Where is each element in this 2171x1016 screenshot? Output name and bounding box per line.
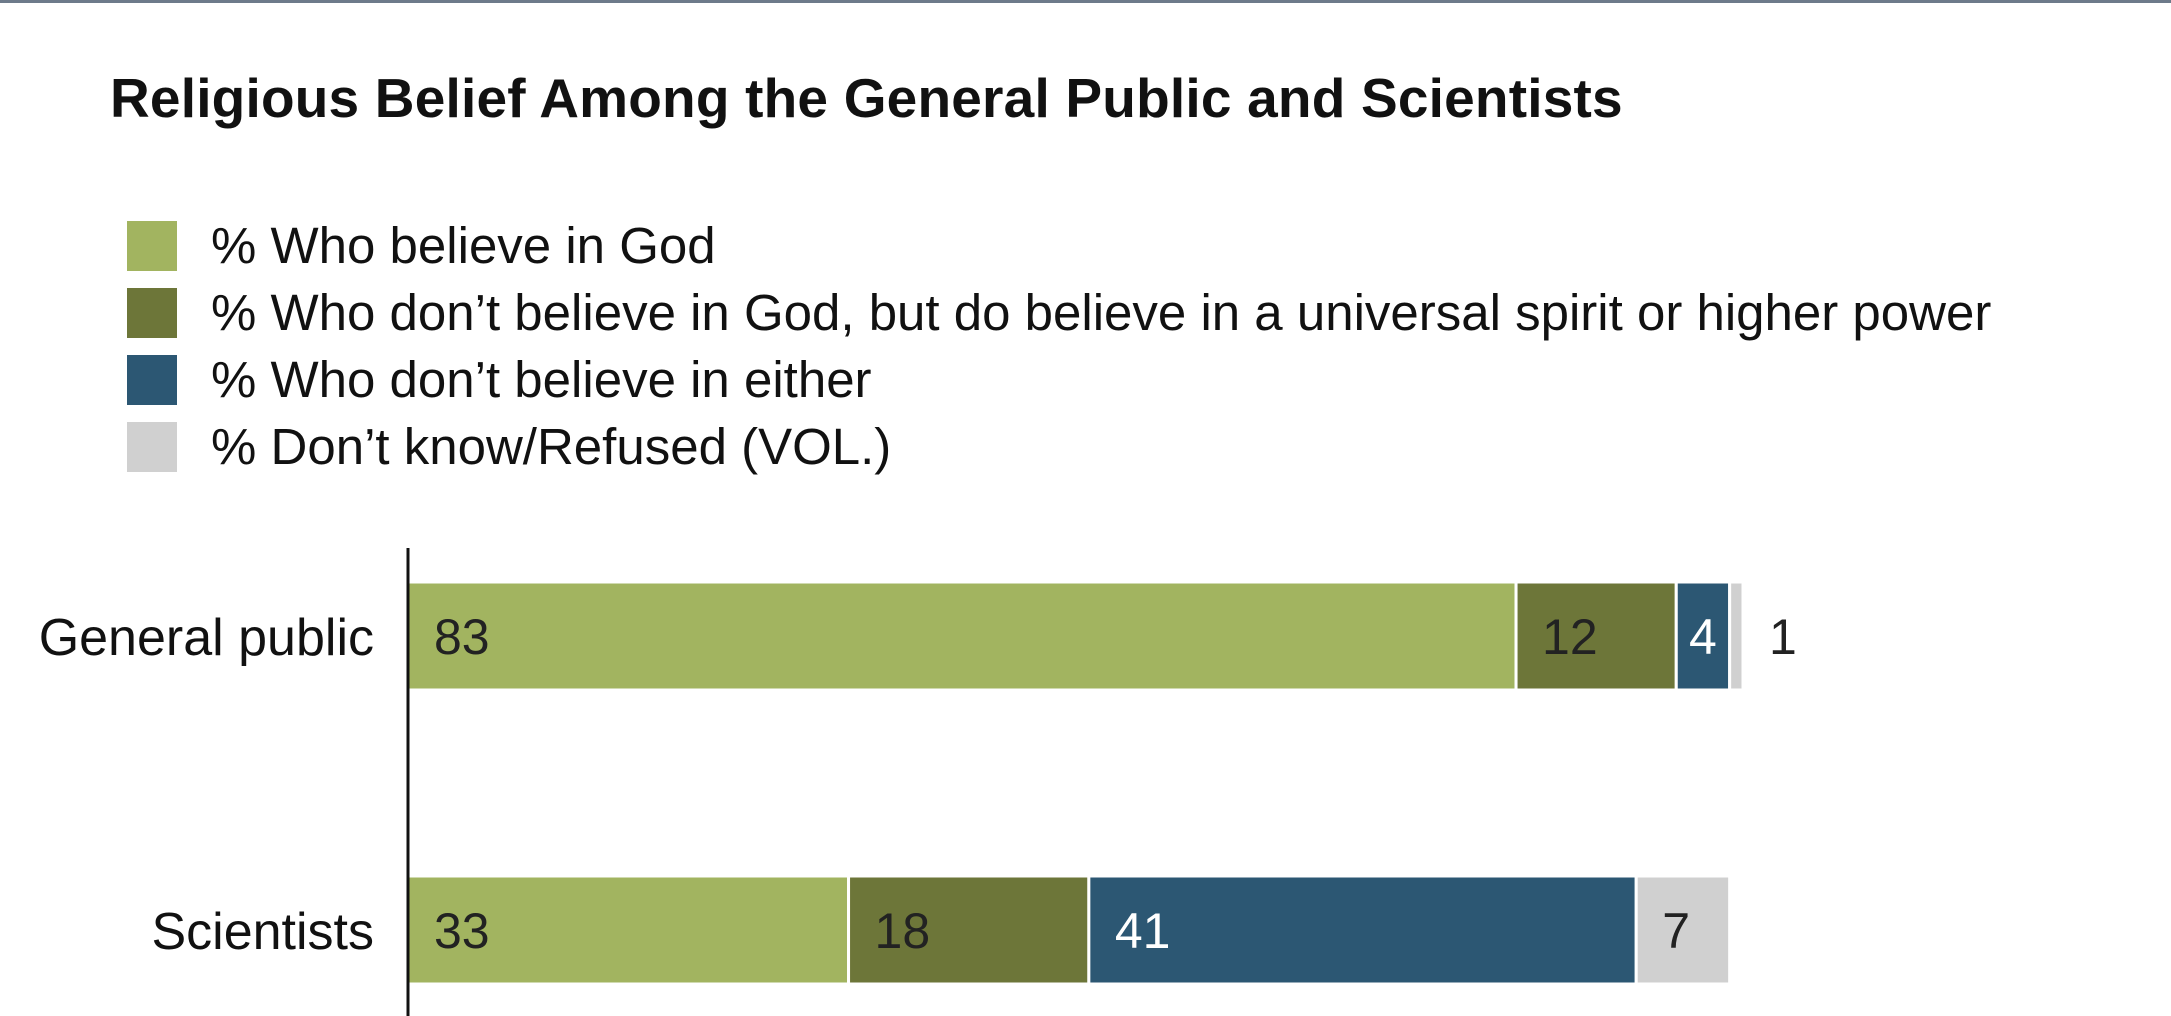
legend-swatch-higher-power bbox=[127, 287, 177, 338]
chart-title: Religious Belief Among the General Publi… bbox=[110, 67, 1623, 129]
legend-label-higher-power: % Who don’t believe in God, but do belie… bbox=[211, 284, 1992, 341]
category-label-scientists: Scientists bbox=[151, 903, 374, 961]
bar-scientists-dont-know bbox=[1634, 874, 1732, 986]
bar-scientists-neither bbox=[1087, 874, 1638, 986]
legend-item-higher-power: % Who don’t believe in God, but do belie… bbox=[127, 279, 1991, 346]
legend-item-dont-know: % Don’t know/Refused (VOL.) bbox=[127, 413, 1991, 480]
data-label-general-public-higher-power: 12 bbox=[1542, 609, 1598, 665]
legend-swatch-dont-know bbox=[127, 421, 177, 472]
data-label-scientists-dont-know: 7 bbox=[1662, 903, 1690, 959]
stacked-bar-chart: General public 83 12 4 1 Scientists 33 18 41 7 bbox=[39, 548, 1797, 1016]
data-label-general-public-believe-god: 83 bbox=[434, 609, 490, 665]
data-label-general-public-dont-know: 1 bbox=[1769, 609, 1797, 665]
legend-label-dont-know: % Don’t know/Refused (VOL.) bbox=[211, 418, 892, 475]
category-label-general-public: General public bbox=[39, 609, 374, 667]
bar-general-public-dont-know bbox=[1728, 580, 1745, 692]
top-rule bbox=[0, 0, 2171, 3]
bar-scientists-believe-god bbox=[406, 874, 851, 986]
legend-label-neither: % Who don’t believe in either bbox=[211, 351, 872, 408]
data-label-scientists-neither: 41 bbox=[1115, 903, 1171, 959]
bar-general-public-neither bbox=[1674, 580, 1732, 692]
legend-swatch-neither bbox=[127, 354, 177, 405]
legend-item-believe-god: % Who believe in God bbox=[127, 212, 1991, 279]
legend-item-neither: % Who don’t believe in either bbox=[127, 346, 1991, 413]
data-label-scientists-higher-power: 18 bbox=[875, 903, 931, 959]
data-label-scientists-believe-god: 33 bbox=[434, 903, 490, 959]
data-label-general-public-neither: 4 bbox=[1689, 609, 1717, 665]
legend: % Who believe in God % Who don’t believe… bbox=[127, 212, 1991, 480]
legend-swatch-believe-god bbox=[127, 220, 177, 271]
bar-general-public-believe-god bbox=[406, 580, 1518, 692]
legend-label-believe-god: % Who believe in God bbox=[211, 217, 716, 274]
bar-general-public-higher-power bbox=[1514, 580, 1678, 692]
